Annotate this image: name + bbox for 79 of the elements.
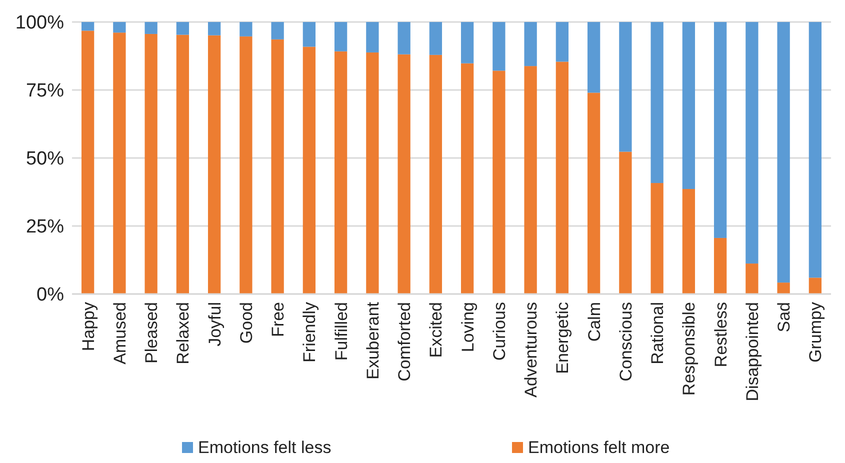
bar: [714, 238, 727, 294]
bar: [619, 22, 632, 152]
x-tick-label: Joyful: [205, 302, 224, 346]
bar: [619, 152, 632, 294]
bar: [144, 34, 158, 294]
bar: [113, 22, 126, 33]
x-tick-label: Adventurous: [522, 302, 541, 398]
x-tick-label: Pleased: [142, 302, 162, 364]
legend-label: Emotions felt less: [198, 438, 332, 457]
bar: [271, 22, 284, 40]
bar: [460, 63, 474, 294]
x-tick-label: Relaxed: [174, 302, 193, 364]
bar: [334, 22, 348, 52]
bar: [460, 22, 474, 64]
bar: [650, 183, 664, 294]
bar: [176, 34, 190, 294]
bar: [808, 22, 822, 278]
bar: [808, 278, 822, 294]
bar: [777, 22, 790, 283]
bar: [208, 35, 221, 294]
bar: [777, 282, 790, 294]
x-tick-label: Happy: [78, 302, 98, 352]
bar: [492, 22, 506, 71]
bar: [334, 51, 348, 294]
bar: [366, 52, 379, 294]
bar: [240, 36, 252, 294]
bar: [556, 22, 569, 62]
bar: [366, 22, 379, 52]
bar: [429, 54, 442, 294]
bar: [524, 66, 537, 294]
x-tick-label: Grumpy: [806, 302, 826, 362]
bar: [682, 22, 696, 190]
bar: [398, 22, 410, 54]
legend-label: Emotions felt more: [528, 438, 670, 457]
x-tick-label: Amused: [110, 302, 130, 364]
x-tick-label: Energetic: [553, 302, 572, 374]
bar: [302, 46, 316, 294]
x-tick-label: Fulfilled: [332, 302, 351, 361]
y-tick-label: 50%: [26, 148, 64, 170]
x-tick-label: Free: [268, 302, 288, 337]
bar: [81, 22, 94, 31]
x-tick-label: Restless: [711, 302, 730, 368]
x-tick-label: Rational: [648, 302, 668, 364]
x-tick-label: Loving: [458, 302, 478, 352]
bar: [587, 22, 600, 93]
bar: [524, 22, 537, 66]
bar: [746, 22, 758, 264]
bar: [271, 39, 284, 294]
bar: [714, 22, 727, 238]
bar: [556, 62, 569, 294]
bar: [208, 22, 221, 36]
x-tick-label: Responsible: [680, 302, 699, 396]
x-tick-label: Excited: [426, 302, 446, 358]
bar: [650, 22, 664, 184]
x-tick-label: Curious: [490, 302, 509, 361]
bar: [682, 189, 696, 294]
bar: [492, 70, 506, 294]
bar: [746, 264, 758, 294]
bar: [398, 54, 410, 294]
y-tick-label: 75%: [26, 80, 64, 102]
bar: [113, 32, 126, 294]
bar: [81, 30, 94, 294]
x-tick-label: Comforted: [395, 302, 414, 382]
bar: [429, 22, 442, 55]
bar: [176, 22, 190, 35]
x-tick-label: Exuberant: [363, 302, 382, 380]
y-tick-label: 0%: [36, 284, 64, 306]
bar: [587, 92, 600, 294]
y-tick-label: 100%: [15, 12, 64, 34]
bar: [144, 22, 158, 34]
y-tick-label: 25%: [26, 216, 64, 238]
x-tick-label: Conscious: [616, 302, 636, 382]
x-tick-label: Calm: [584, 302, 604, 342]
x-tick-label: Friendly: [300, 302, 320, 362]
x-tick-label: Disappointed: [742, 302, 762, 402]
x-tick-label: Sad: [774, 302, 794, 332]
bar: [240, 22, 252, 36]
bar: [302, 22, 316, 47]
x-tick-label: Good: [236, 302, 256, 344]
